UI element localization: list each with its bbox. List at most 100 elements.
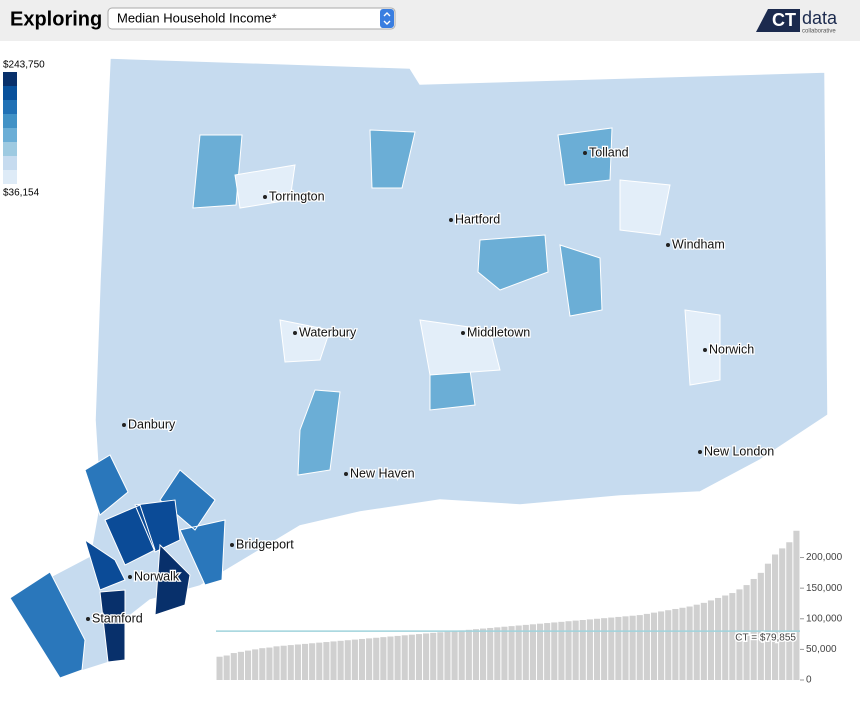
city-label: Danbury bbox=[128, 417, 176, 431]
town-high bbox=[9, 454, 226, 679]
indicator-select[interactable]: Median Household Income* bbox=[107, 7, 396, 30]
bar bbox=[586, 619, 593, 680]
city-label: Bridgeport bbox=[236, 537, 294, 551]
bar bbox=[508, 626, 515, 680]
logo-sub: collaborative bbox=[802, 29, 836, 35]
legend-min: $36,154 bbox=[3, 188, 40, 199]
income-chart: 0 50,000 100,000 150,000 200,000 CT = $79,855 bbox=[216, 530, 843, 686]
bar bbox=[465, 629, 472, 680]
bar bbox=[736, 589, 743, 680]
bar bbox=[451, 631, 458, 680]
town-highest bbox=[99, 543, 191, 663]
legend-max: $243,750 bbox=[3, 60, 45, 71]
bar bbox=[715, 597, 722, 680]
bar bbox=[394, 635, 401, 680]
bar bbox=[593, 618, 601, 680]
bar bbox=[601, 618, 608, 680]
city-labels: Torrington Hartford Tolland Windham Waterbur… bbox=[86, 144, 775, 627]
city-dot bbox=[263, 195, 267, 199]
bar bbox=[287, 645, 294, 680]
bar bbox=[764, 563, 772, 680]
city-dot bbox=[461, 331, 465, 335]
logo-main: CT bbox=[772, 10, 796, 30]
city-dot bbox=[128, 575, 132, 579]
legend-swatch bbox=[3, 114, 17, 128]
bar bbox=[252, 649, 259, 680]
bar bbox=[216, 656, 223, 680]
logo: CT data collaborative bbox=[756, 8, 838, 35]
bar bbox=[622, 616, 629, 680]
bar bbox=[337, 640, 344, 680]
bar bbox=[743, 585, 750, 680]
bar bbox=[351, 639, 358, 680]
legend: $243,750 $36,154 bbox=[3, 60, 45, 199]
bar bbox=[544, 623, 551, 680]
map bbox=[8, 57, 829, 679]
bar bbox=[707, 600, 715, 680]
y-tick-label: 0 bbox=[806, 675, 812, 686]
bar bbox=[430, 632, 437, 680]
bar bbox=[380, 637, 387, 680]
legend-swatch bbox=[3, 156, 17, 170]
bar bbox=[244, 650, 252, 680]
bar bbox=[658, 611, 665, 680]
bar bbox=[266, 647, 273, 680]
bar bbox=[522, 624, 529, 680]
legend-swatch bbox=[3, 128, 17, 142]
bar bbox=[494, 627, 501, 680]
bar bbox=[480, 628, 487, 680]
bar bbox=[280, 645, 287, 680]
bar bbox=[344, 640, 351, 680]
bar bbox=[387, 636, 394, 680]
city-dot bbox=[293, 331, 297, 335]
legend-swatch bbox=[3, 72, 17, 86]
bar bbox=[259, 648, 266, 680]
city-label: Windham bbox=[672, 237, 725, 251]
select-text[interactable]: Median Household Income* bbox=[117, 10, 277, 25]
bar bbox=[458, 630, 465, 680]
bar bbox=[472, 629, 480, 680]
bar bbox=[665, 610, 672, 680]
bar bbox=[572, 620, 579, 680]
bar bbox=[693, 604, 700, 680]
bar bbox=[415, 634, 423, 680]
bar bbox=[672, 608, 679, 680]
bar bbox=[779, 548, 786, 680]
bar bbox=[423, 633, 430, 680]
y-tick-label: 150,000 bbox=[806, 583, 843, 594]
bar bbox=[608, 617, 615, 680]
bar bbox=[757, 572, 764, 680]
city-label: Middletown bbox=[467, 325, 530, 339]
bar bbox=[294, 644, 301, 680]
bar bbox=[786, 542, 793, 680]
bar bbox=[686, 606, 693, 680]
city-label: Norwich bbox=[709, 342, 754, 356]
city-dot bbox=[698, 450, 702, 454]
bar bbox=[230, 653, 237, 680]
city-dot bbox=[703, 348, 707, 352]
bar bbox=[679, 607, 686, 680]
bar bbox=[309, 643, 316, 680]
bar bbox=[273, 646, 280, 680]
city-label: Norwalk bbox=[134, 569, 180, 583]
city-label: Hartford bbox=[455, 212, 500, 226]
y-tick-label: 50,000 bbox=[806, 644, 837, 655]
city-label: New London bbox=[704, 444, 774, 458]
bar bbox=[444, 631, 451, 680]
bar bbox=[373, 637, 380, 680]
city-dot bbox=[230, 543, 234, 547]
bar bbox=[615, 616, 622, 680]
bar bbox=[700, 602, 707, 680]
bar bbox=[316, 642, 323, 680]
city-label: Torrington bbox=[269, 189, 325, 203]
bar bbox=[408, 634, 415, 680]
bar bbox=[536, 623, 544, 680]
bar bbox=[793, 530, 800, 680]
legend-swatch bbox=[3, 170, 17, 184]
legend-swatch bbox=[3, 100, 17, 114]
bar bbox=[722, 595, 729, 680]
legend-swatch bbox=[3, 142, 17, 156]
legend-swatch bbox=[3, 86, 17, 100]
bar bbox=[643, 613, 650, 680]
